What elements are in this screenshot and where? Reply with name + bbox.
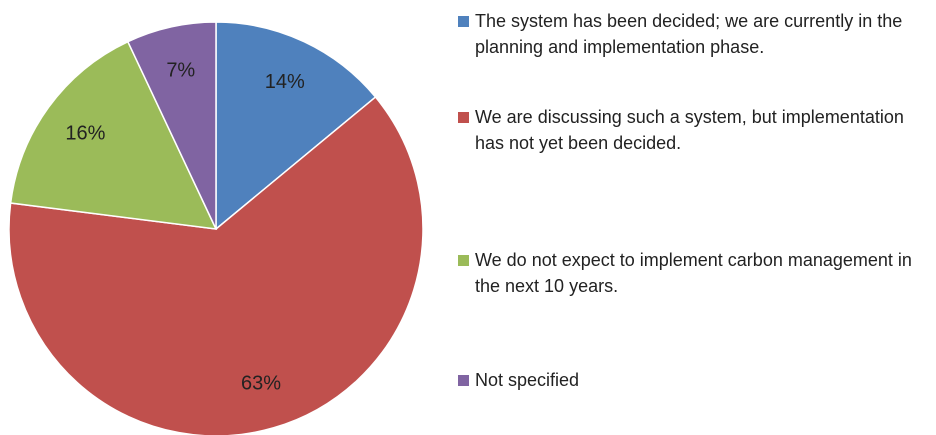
pie-slice (215, 21, 377, 231)
legend-label: The system has been decided; we are curr… (475, 11, 903, 57)
legend-label: We do not expect to implement carbon man… (475, 250, 912, 296)
legend-swatch (458, 16, 469, 27)
pie-slice (9, 40, 218, 230)
legend-label: Not specified (475, 370, 580, 390)
legend-swatch (458, 255, 469, 266)
legend-swatch (458, 112, 469, 123)
data-label: 14% (265, 71, 305, 93)
data-label: 16% (65, 122, 105, 144)
legend-swatch (458, 375, 469, 386)
pie-slice (8, 95, 424, 435)
legend-item: The system has been decided; we are curr… (458, 8, 928, 60)
chart: 14% 63% 16% 7% (8, 21, 424, 435)
legend-item: Not specified (458, 367, 928, 393)
legend-label: We are discussing such a system, but imp… (475, 107, 904, 153)
pie-slice (126, 21, 217, 230)
data-label: 7% (166, 60, 195, 82)
legend-item: We are discussing such a system, but imp… (458, 104, 928, 156)
data-label: 63% (241, 372, 281, 394)
legend-item: We do not expect to implement carbon man… (458, 247, 928, 299)
